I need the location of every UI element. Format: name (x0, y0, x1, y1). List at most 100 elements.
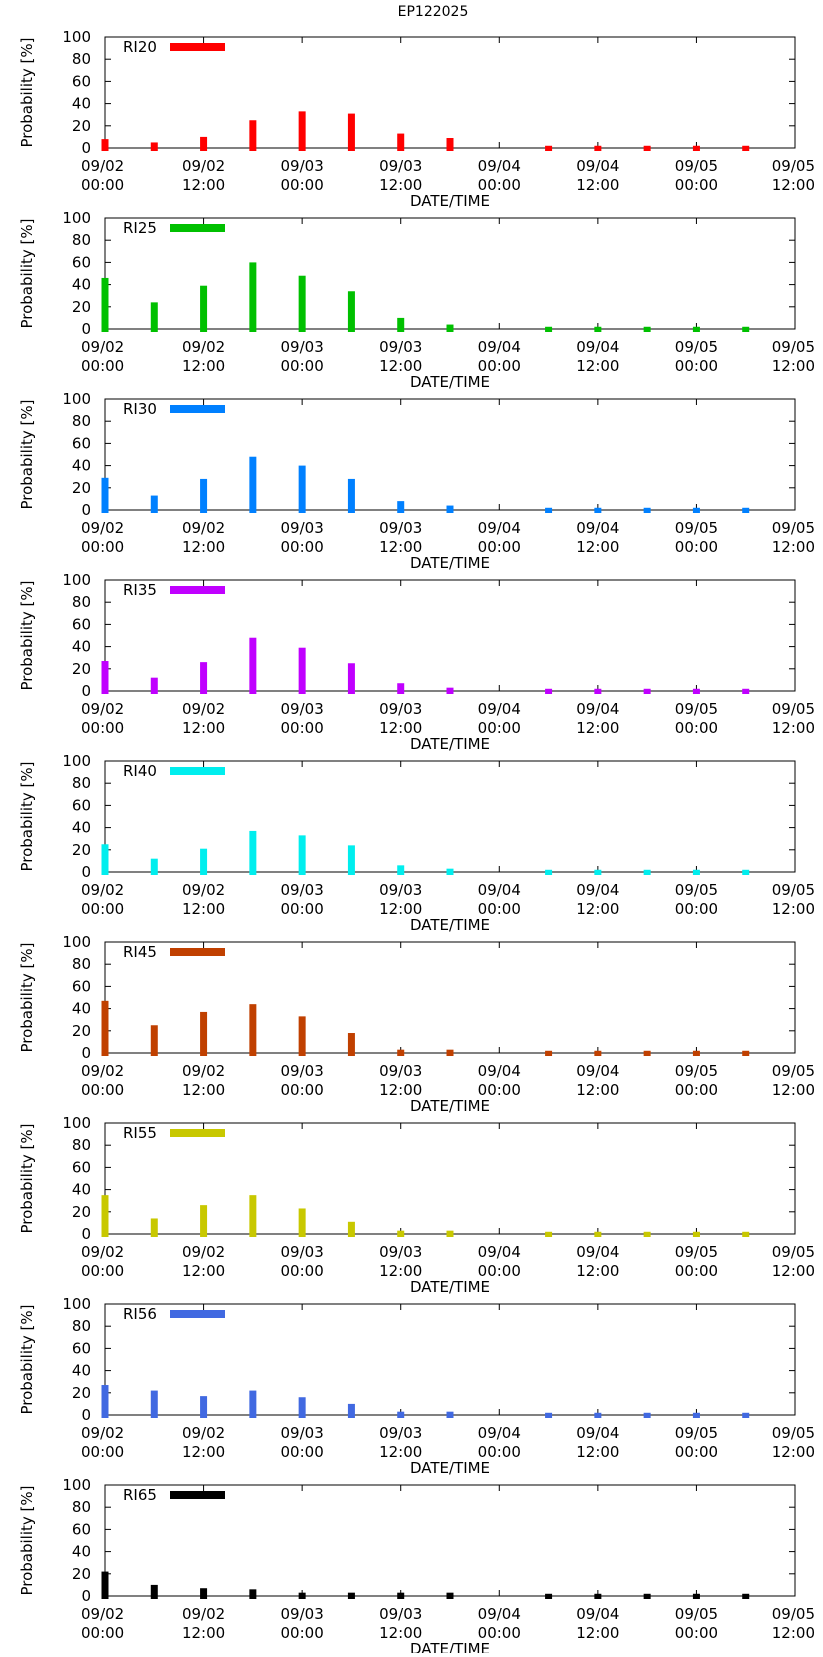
x-tick-time: 00:00 (281, 176, 324, 194)
y-tick-label: 60 (72, 796, 91, 814)
x-tick-date: 09/05 (772, 519, 815, 537)
bar-ri20-0 (101, 139, 109, 151)
y-tick-label: 100 (62, 933, 91, 951)
bar-ri35-10 (643, 688, 651, 694)
x-tick-time: 12:00 (379, 176, 422, 194)
bar-ri40-10 (643, 869, 651, 875)
bar-ri55-10 (643, 1231, 651, 1237)
bar-ri56-0 (101, 1385, 109, 1418)
x-tick-time: 00:00 (675, 900, 718, 918)
x-tick-time: 12:00 (576, 357, 619, 375)
legend-swatch-ri56 (170, 1310, 225, 1318)
y-tick-label: 0 (81, 139, 91, 157)
bar-ri65-0 (101, 1571, 109, 1599)
y-tick-label: 40 (72, 1000, 91, 1018)
bar-ri65-3 (249, 1589, 257, 1599)
x-tick-date: 09/03 (379, 1062, 422, 1080)
y-tick-label: 0 (81, 1044, 91, 1062)
bar-ri20-6 (397, 133, 405, 151)
bar-ri56-11 (692, 1412, 700, 1418)
bar-ri55-3 (249, 1195, 257, 1237)
x-tick-time: 00:00 (81, 1624, 124, 1642)
x-tick-time: 00:00 (281, 719, 324, 737)
y-tick-label: 60 (72, 615, 91, 633)
bar-ri20-10 (643, 145, 651, 151)
x-tick-time: 12:00 (576, 1081, 619, 1099)
x-tick-date: 09/05 (675, 1424, 718, 1442)
bar-ri25-9 (594, 326, 602, 332)
legend-label-ri55: RI55 (123, 1124, 157, 1142)
x-tick-time: 12:00 (182, 538, 225, 556)
x-tick-time: 12:00 (182, 1443, 225, 1461)
bar-ri40-3 (249, 830, 257, 875)
x-tick-time: 00:00 (675, 1081, 718, 1099)
x-tick-time: 12:00 (379, 538, 422, 556)
x-axis-label: DATE/TIME (410, 1459, 490, 1477)
x-tick-time: 00:00 (281, 538, 324, 556)
x-tick-date: 09/02 (81, 1424, 124, 1442)
y-tick-label: 100 (62, 571, 91, 589)
x-tick-time: 00:00 (675, 1443, 718, 1461)
x-tick-time: 12:00 (772, 1081, 815, 1099)
bar-ri20-9 (594, 145, 602, 151)
bar-ri65-4 (298, 1592, 306, 1599)
bar-ri40-1 (150, 858, 158, 875)
x-tick-date: 09/05 (675, 157, 718, 175)
x-tick-date: 09/05 (772, 1243, 815, 1261)
x-tick-time: 00:00 (478, 1262, 521, 1280)
x-tick-time: 00:00 (81, 719, 124, 737)
y-tick-label: 100 (62, 752, 91, 770)
y-tick-label: 20 (72, 841, 91, 859)
y-tick-label: 0 (81, 1225, 91, 1243)
y-tick-label: 0 (81, 320, 91, 338)
y-axis-label: Probability [%] (18, 1123, 36, 1233)
x-tick-time: 12:00 (576, 1443, 619, 1461)
x-tick-date: 09/03 (281, 1424, 324, 1442)
x-tick-date: 09/03 (379, 519, 422, 537)
legend-label-ri30: RI30 (123, 400, 157, 418)
bar-ri35-8 (545, 688, 553, 694)
x-tick-time: 00:00 (81, 1262, 124, 1280)
y-tick-label: 80 (72, 1498, 91, 1516)
x-tick-date: 09/03 (379, 1243, 422, 1261)
bar-ri45-9 (594, 1050, 602, 1056)
bar-ri35-4 (298, 647, 306, 694)
x-tick-time: 12:00 (379, 719, 422, 737)
bar-ri45-4 (298, 1016, 306, 1056)
x-tick-date: 09/05 (675, 1243, 718, 1261)
bar-ri40-0 (101, 844, 109, 875)
y-tick-label: 20 (72, 479, 91, 497)
bar-ri20-1 (150, 142, 158, 151)
x-tick-date: 09/05 (675, 519, 718, 537)
bar-ri20-4 (298, 111, 306, 151)
y-tick-label: 80 (72, 1317, 91, 1335)
x-tick-time: 12:00 (379, 900, 422, 918)
y-axis-label: Probability [%] (18, 942, 36, 1052)
bar-ri40-11 (692, 869, 700, 875)
x-tick-date: 09/02 (81, 338, 124, 356)
bar-ri25-4 (298, 275, 306, 332)
x-tick-time: 12:00 (379, 1624, 422, 1642)
legend-swatch-ri35 (170, 586, 225, 594)
x-tick-date: 09/02 (182, 1062, 225, 1080)
y-tick-label: 80 (72, 593, 91, 611)
x-tick-date: 09/05 (772, 157, 815, 175)
y-tick-label: 80 (72, 231, 91, 249)
y-tick-label: 0 (81, 863, 91, 881)
bar-ri45-5 (347, 1033, 355, 1056)
x-tick-time: 00:00 (675, 357, 718, 375)
bar-ri40-6 (397, 865, 405, 875)
y-tick-label: 20 (72, 660, 91, 678)
x-tick-time: 12:00 (182, 357, 225, 375)
bar-ri30-0 (101, 477, 109, 513)
x-tick-time: 12:00 (576, 538, 619, 556)
x-tick-date: 09/05 (675, 1605, 718, 1623)
x-tick-time: 12:00 (772, 357, 815, 375)
x-tick-time: 12:00 (772, 1262, 815, 1280)
legend-label-ri65: RI65 (123, 1486, 157, 1504)
x-tick-time: 00:00 (478, 357, 521, 375)
